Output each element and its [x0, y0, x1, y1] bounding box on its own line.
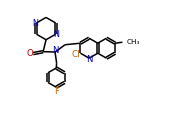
- Text: F: F: [54, 87, 59, 96]
- Text: N: N: [52, 46, 58, 55]
- Text: CH₃: CH₃: [126, 39, 140, 45]
- Text: N: N: [86, 55, 93, 64]
- Text: N: N: [32, 18, 38, 27]
- Text: Cl: Cl: [72, 50, 81, 59]
- Text: O: O: [27, 49, 34, 58]
- Text: N: N: [54, 30, 60, 39]
